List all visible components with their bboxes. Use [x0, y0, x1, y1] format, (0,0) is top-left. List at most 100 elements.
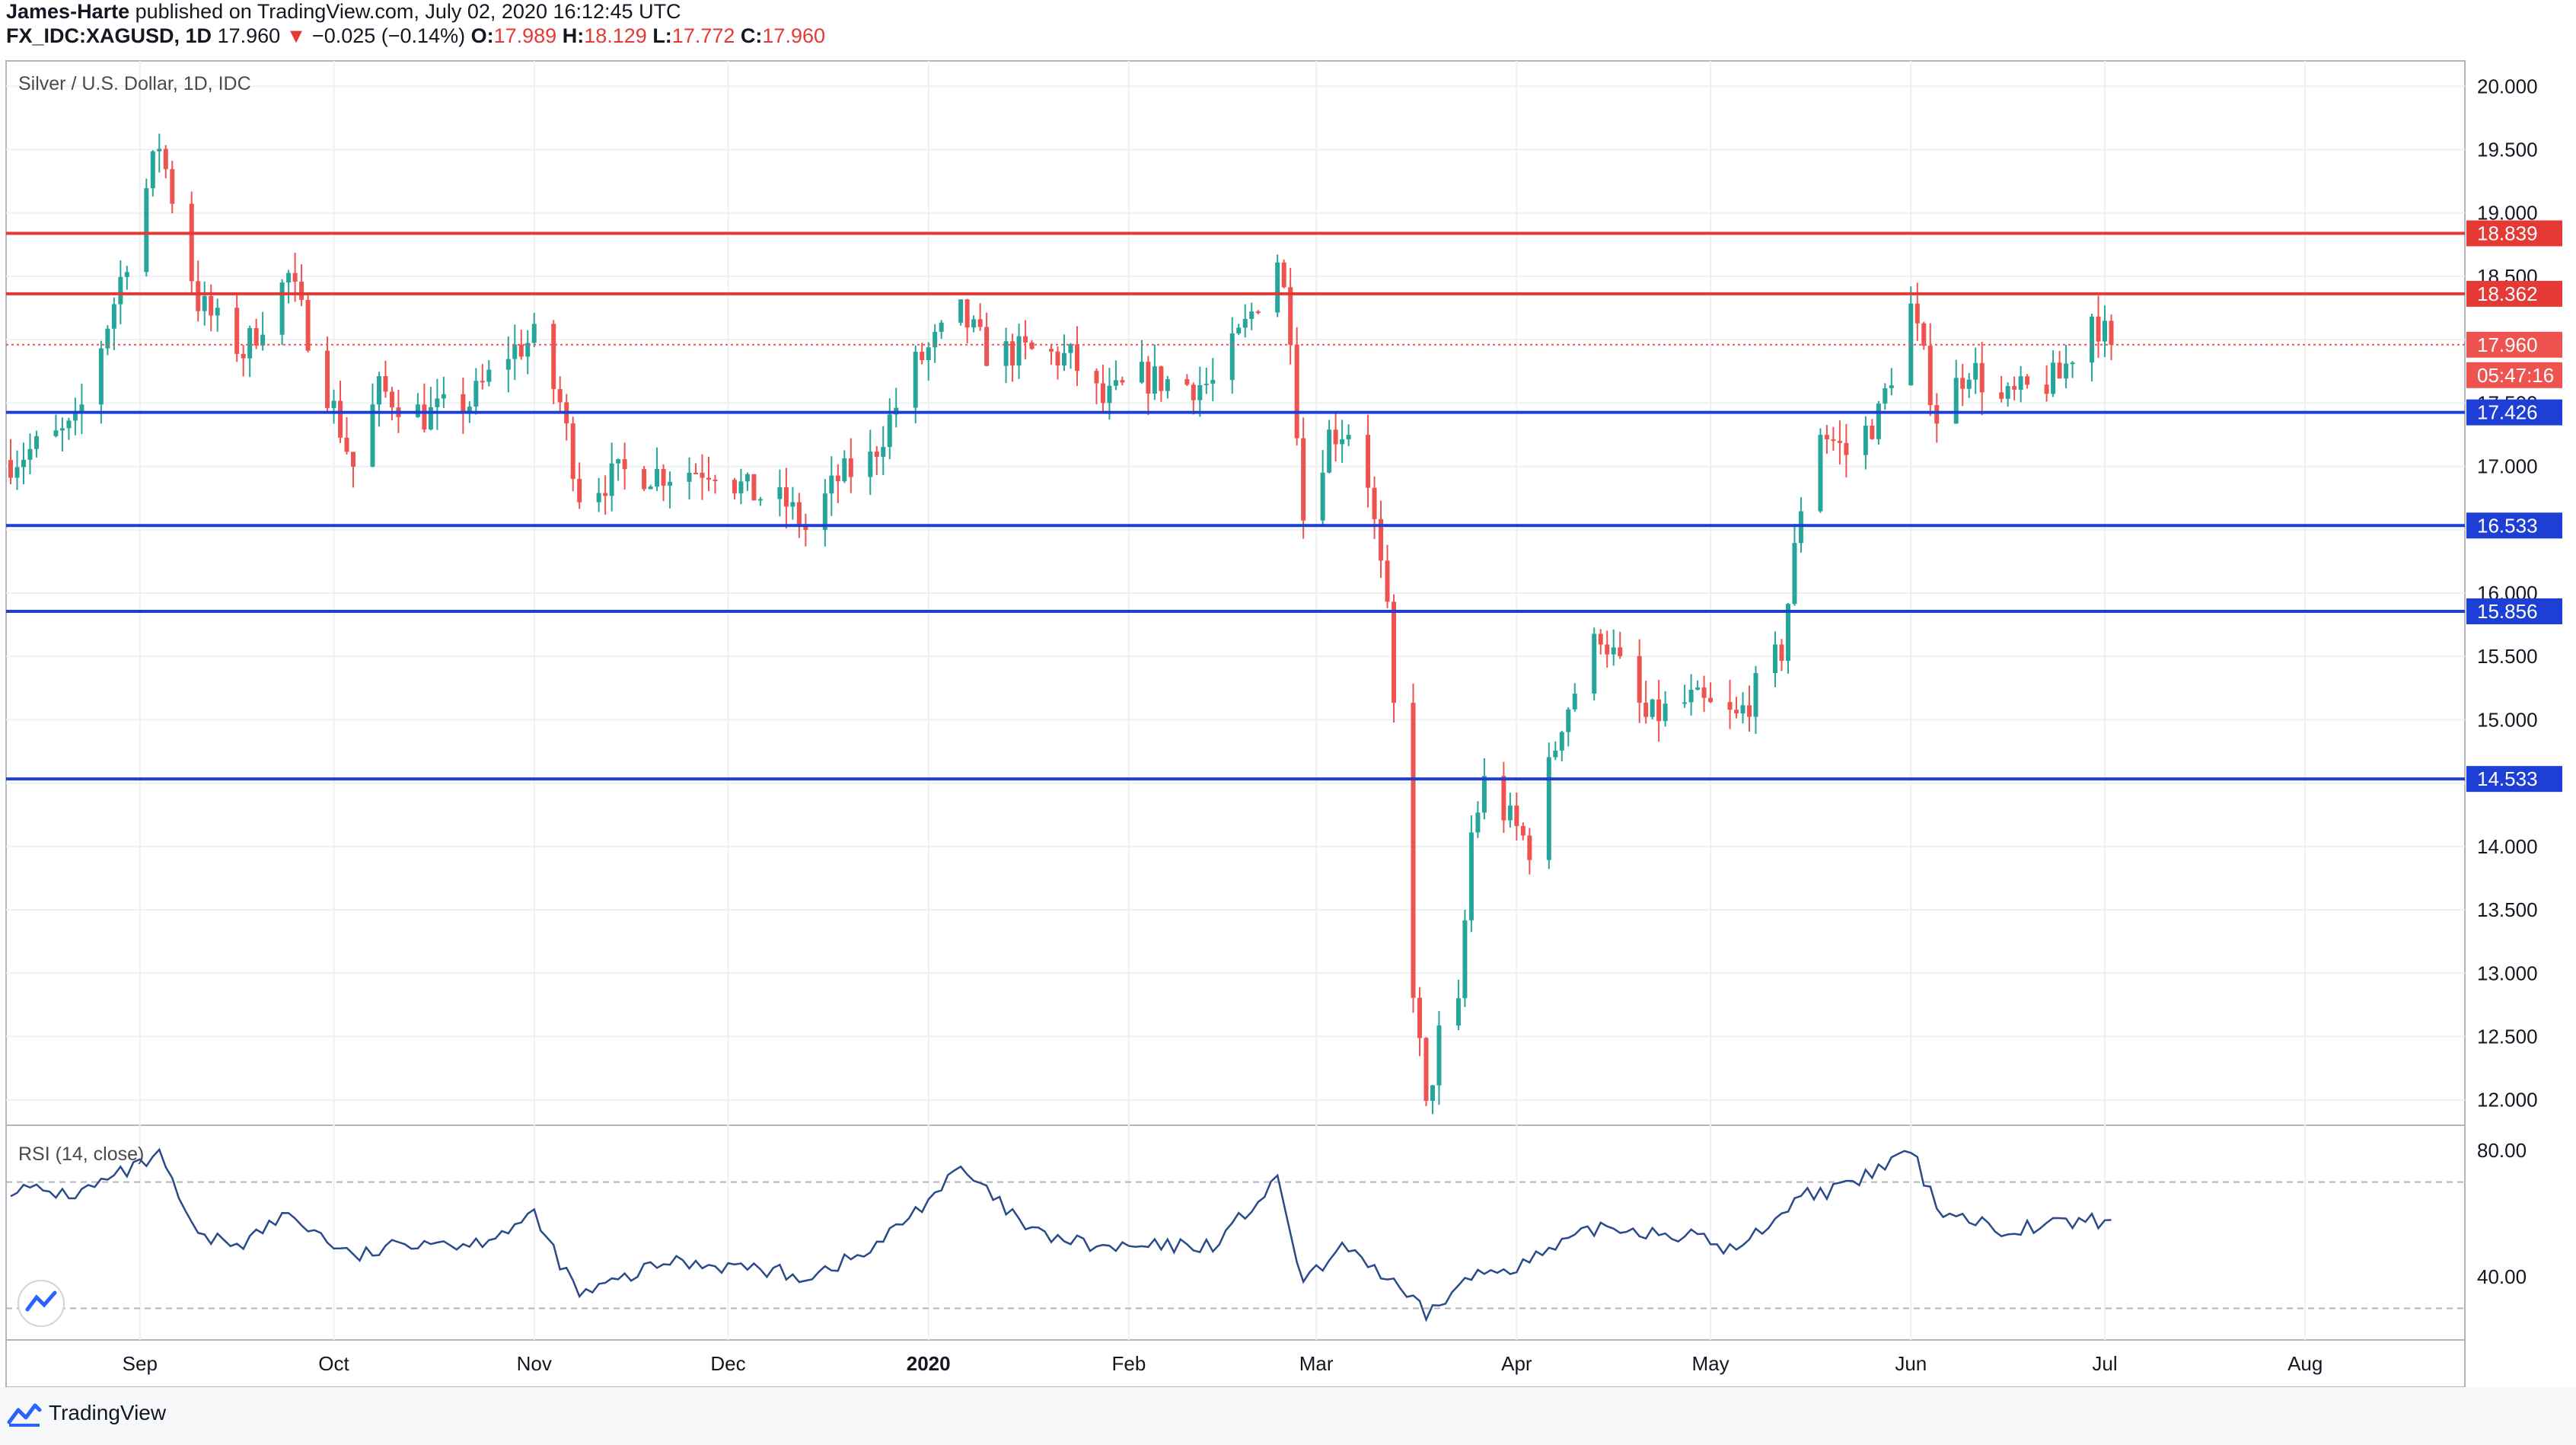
candle-down[interactable]	[1837, 441, 1842, 443]
candle-down[interactable]	[1934, 405, 1940, 424]
candle-up[interactable]	[1455, 998, 1461, 1026]
candle-up[interactable]	[150, 151, 155, 189]
candle-down[interactable]	[1120, 380, 1125, 383]
candle-up[interactable]	[1566, 709, 1571, 732]
candle-down[interactable]	[964, 299, 970, 328]
candle-up[interactable]	[971, 319, 977, 328]
candle-up[interactable]	[157, 148, 162, 152]
candle-down[interactable]	[1734, 710, 1739, 714]
candle-down[interactable]	[2057, 362, 2062, 379]
candle-down[interactable]	[1618, 647, 1623, 656]
candle-down[interactable]	[1379, 518, 1384, 561]
candle-down[interactable]	[1094, 371, 1099, 384]
candle-up[interactable]	[14, 467, 20, 478]
candle-down[interactable]	[700, 472, 705, 478]
candle-down[interactable]	[751, 474, 757, 501]
candle-up[interactable]	[777, 486, 783, 499]
candle-up[interactable]	[609, 463, 614, 496]
candle-down[interactable]	[389, 391, 394, 408]
candle-down[interactable]	[570, 423, 575, 480]
candle-down[interactable]	[713, 479, 718, 481]
candle-down[interactable]	[1074, 344, 1079, 372]
candle-down[interactable]	[557, 389, 563, 403]
candle-up[interactable]	[1475, 812, 1481, 833]
candle-up[interactable]	[913, 352, 918, 408]
candle-down[interactable]	[1637, 656, 1642, 703]
candle-up[interactable]	[66, 420, 72, 429]
candle-up[interactable]	[376, 376, 381, 405]
candle-down[interactable]	[241, 353, 246, 359]
candle-up[interactable]	[1061, 352, 1066, 365]
candle-down[interactable]	[1921, 323, 1927, 346]
candle-down[interactable]	[1294, 344, 1299, 439]
candle-up[interactable]	[1165, 379, 1170, 391]
candle-up[interactable]	[939, 322, 944, 332]
candle-down[interactable]	[325, 350, 330, 408]
candle-up[interactable]	[881, 447, 886, 458]
candle-up[interactable]	[1863, 426, 1868, 455]
candle-down[interactable]	[234, 308, 240, 354]
candle-up[interactable]	[105, 328, 110, 349]
candle-up[interactable]	[1320, 472, 1325, 521]
candle-down[interactable]	[170, 169, 175, 204]
candle-down[interactable]	[338, 400, 343, 438]
candle-down[interactable]	[253, 327, 259, 346]
candle-up[interactable]	[757, 499, 763, 501]
candle-up[interactable]	[98, 348, 104, 405]
candle-down[interactable]	[422, 404, 427, 430]
candle-up[interactable]	[1559, 732, 1564, 751]
candle-down[interactable]	[1779, 644, 1784, 661]
candle-up[interactable]	[958, 299, 964, 323]
candle-down[interactable]	[1656, 699, 1662, 722]
candle-down[interactable]	[1824, 435, 1829, 440]
candle-down[interactable]	[2044, 384, 2049, 394]
candle-up[interactable]	[655, 468, 660, 487]
candle-up[interactable]	[1197, 384, 1203, 400]
candle-up[interactable]	[1327, 429, 1332, 473]
candle-down[interactable]	[461, 394, 466, 414]
candle-up[interactable]	[1340, 439, 1345, 445]
candle-down[interactable]	[551, 324, 556, 390]
candle-up[interactable]	[279, 282, 285, 335]
candle-up[interactable]	[1546, 757, 1551, 860]
candle-down[interactable]	[835, 475, 840, 482]
candle-up[interactable]	[1953, 378, 1959, 424]
candle-up[interactable]	[525, 343, 531, 357]
candle-down[interactable]	[305, 299, 311, 351]
candle-up[interactable]	[887, 414, 892, 448]
candle-down[interactable]	[1960, 378, 1965, 389]
candle-down[interactable]	[603, 493, 608, 496]
candle-up[interactable]	[687, 472, 692, 482]
candle-down[interactable]	[1184, 379, 1190, 385]
candle-down[interactable]	[1747, 705, 1752, 717]
candle-up[interactable]	[1346, 435, 1351, 440]
candle-down[interactable]	[299, 281, 304, 300]
candle-down[interactable]	[920, 352, 925, 360]
candle-down[interactable]	[1417, 997, 1422, 1038]
rsi-line[interactable]	[10, 1147, 2112, 1322]
candle-down[interactable]	[344, 437, 349, 452]
candle-down[interactable]	[1870, 426, 1875, 439]
candle-up[interactable]	[1966, 379, 1972, 389]
candle-up[interactable]	[124, 272, 129, 277]
candle-up[interactable]	[1876, 404, 1881, 439]
candle-down[interactable]	[1999, 392, 2004, 399]
candle-up[interactable]	[1139, 362, 1144, 383]
candle-up[interactable]	[79, 404, 84, 413]
candle-down[interactable]	[1831, 439, 1836, 442]
candle-down[interactable]	[661, 468, 666, 486]
candle-down[interactable]	[209, 295, 214, 316]
candle-up[interactable]	[247, 327, 253, 359]
candle-down[interactable]	[1055, 351, 1060, 365]
candle-up[interactable]	[2064, 363, 2069, 379]
candle-up[interactable]	[1152, 366, 1157, 394]
candle-down[interactable]	[577, 479, 582, 502]
candle-up[interactable]	[331, 400, 336, 408]
candle-up[interactable]	[473, 381, 479, 407]
candle-down[interactable]	[874, 451, 879, 458]
candle-up[interactable]	[668, 481, 673, 486]
candle-up[interactable]	[72, 413, 78, 421]
candle-down[interactable]	[1423, 1038, 1429, 1102]
candle-up[interactable]	[1650, 699, 1655, 717]
candle-down[interactable]	[1191, 384, 1196, 400]
